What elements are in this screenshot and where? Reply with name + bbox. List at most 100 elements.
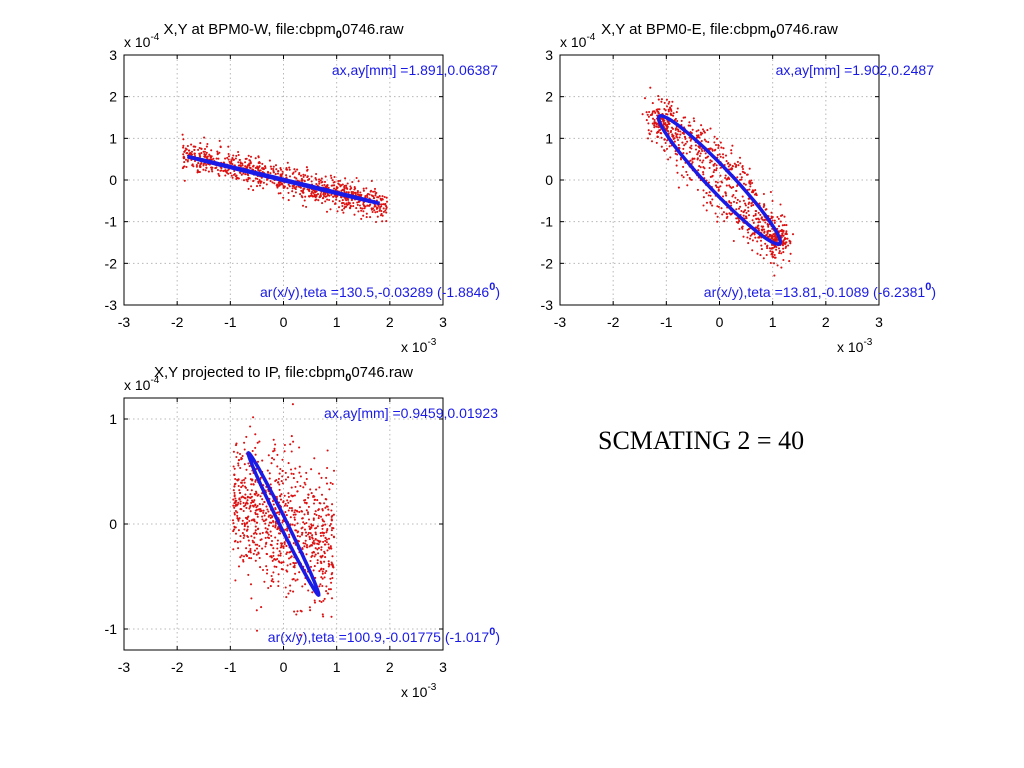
annotation-ratio: ar(x/y),teta =130.5,-0.03289 (-1.88460) (260, 281, 500, 300)
data-point (192, 145, 195, 148)
data-point (783, 237, 787, 240)
data-point (241, 484, 244, 487)
data-point (248, 162, 251, 165)
data-point (241, 164, 244, 167)
data-point (331, 503, 334, 506)
data-point (292, 578, 295, 581)
data-point (203, 153, 206, 156)
data-point (321, 527, 324, 530)
data-point (383, 195, 386, 199)
data-point (293, 168, 296, 171)
data-point (237, 153, 240, 157)
data-point (735, 220, 738, 224)
data-point (183, 179, 186, 182)
annotation-ratio: ar(x/y),teta =100.9,-0.01775 (-1.0170) (268, 626, 500, 645)
data-point (381, 198, 384, 201)
data-point (226, 156, 229, 159)
data-point (269, 172, 272, 175)
data-point (376, 206, 379, 209)
data-point (701, 149, 704, 153)
data-point (653, 126, 656, 129)
data-point (685, 170, 688, 173)
data-point (739, 205, 742, 208)
data-point (272, 525, 275, 528)
data-point (232, 498, 235, 501)
data-point (742, 171, 746, 174)
data-point (760, 217, 763, 220)
data-point (669, 131, 672, 134)
data-point (697, 145, 700, 148)
data-point (713, 149, 716, 152)
data-point (305, 534, 308, 537)
data-point (352, 201, 355, 205)
data-point (306, 188, 309, 191)
data-point (235, 503, 238, 506)
data-point (233, 491, 236, 494)
data-point (322, 524, 325, 527)
data-point (325, 570, 328, 573)
data-point (237, 517, 240, 521)
x-tick-label: 2 (822, 314, 830, 330)
data-point (675, 133, 678, 136)
data-point (224, 169, 227, 172)
data-point (287, 476, 290, 479)
data-point (362, 210, 365, 213)
data-point (270, 462, 273, 465)
data-point (318, 472, 321, 475)
data-point (672, 114, 675, 117)
data-point (697, 134, 700, 137)
data-point (675, 135, 678, 138)
data-point (752, 204, 755, 207)
data-point (382, 210, 385, 213)
data-point (719, 141, 722, 144)
data-point (245, 529, 248, 532)
data-point (323, 560, 326, 563)
data-point (255, 609, 258, 612)
data-point (698, 154, 701, 158)
data-point (769, 230, 772, 233)
data-point (236, 541, 239, 544)
data-point (247, 539, 250, 542)
data-point (356, 193, 360, 196)
data-point (254, 531, 257, 534)
data-point (330, 509, 333, 512)
data-point (651, 102, 654, 105)
data-point (731, 167, 734, 170)
data-point (272, 571, 275, 574)
data-point (688, 150, 691, 154)
data-point (785, 230, 788, 233)
data-point (671, 100, 674, 103)
data-point (202, 163, 205, 166)
data-point (270, 521, 273, 524)
data-point (330, 597, 334, 600)
data-point (652, 110, 655, 113)
data-point (727, 165, 730, 168)
data-point (261, 459, 264, 462)
data-point (327, 588, 331, 591)
data-point (683, 144, 686, 147)
data-point (292, 472, 295, 476)
data-point (370, 194, 373, 197)
data-point (303, 180, 306, 183)
data-point (724, 154, 728, 157)
chart-2: -3 -2 -1 0 1 2 3 3 2 1 0 -1 -2 -3 x 10-3 x 10-4 X,Y at B… (541, 21, 936, 355)
data-point (280, 568, 283, 571)
data-point (329, 208, 332, 211)
data-point (646, 137, 650, 140)
data-point (299, 609, 302, 612)
data-point (368, 193, 371, 196)
slide-caption: SCMATING 2 = 40 (598, 426, 805, 455)
data-point (296, 610, 299, 613)
data-point (305, 166, 308, 169)
data-point (262, 181, 265, 184)
data-point (277, 170, 280, 173)
data-point (250, 495, 253, 498)
data-point (328, 198, 331, 202)
data-point (309, 565, 313, 568)
data-point (765, 253, 768, 257)
data-point (239, 502, 242, 505)
data-point (325, 541, 328, 544)
data-point (670, 104, 673, 107)
data-point (305, 521, 308, 525)
